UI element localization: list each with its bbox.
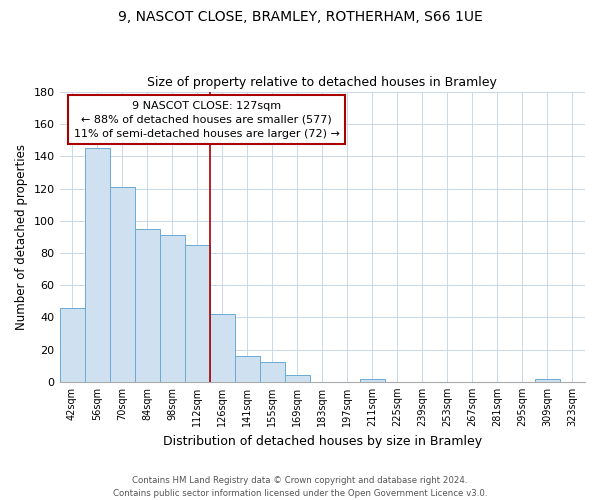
- Bar: [85, 148, 110, 382]
- Bar: [285, 376, 310, 382]
- Text: 9 NASCOT CLOSE: 127sqm
← 88% of detached houses are smaller (577)
11% of semi-de: 9 NASCOT CLOSE: 127sqm ← 88% of detached…: [74, 100, 340, 138]
- Y-axis label: Number of detached properties: Number of detached properties: [15, 144, 28, 330]
- Title: Size of property relative to detached houses in Bramley: Size of property relative to detached ho…: [148, 76, 497, 90]
- Bar: [134, 229, 160, 382]
- X-axis label: Distribution of detached houses by size in Bramley: Distribution of detached houses by size …: [163, 434, 482, 448]
- Bar: [110, 187, 134, 382]
- Bar: [360, 378, 385, 382]
- Bar: [535, 378, 560, 382]
- Bar: [185, 245, 209, 382]
- Bar: [160, 236, 185, 382]
- Bar: [260, 362, 285, 382]
- Text: 9, NASCOT CLOSE, BRAMLEY, ROTHERHAM, S66 1UE: 9, NASCOT CLOSE, BRAMLEY, ROTHERHAM, S66…: [118, 10, 482, 24]
- Bar: [209, 314, 235, 382]
- Bar: [59, 308, 85, 382]
- Text: Contains HM Land Registry data © Crown copyright and database right 2024.
Contai: Contains HM Land Registry data © Crown c…: [113, 476, 487, 498]
- Bar: [235, 356, 260, 382]
